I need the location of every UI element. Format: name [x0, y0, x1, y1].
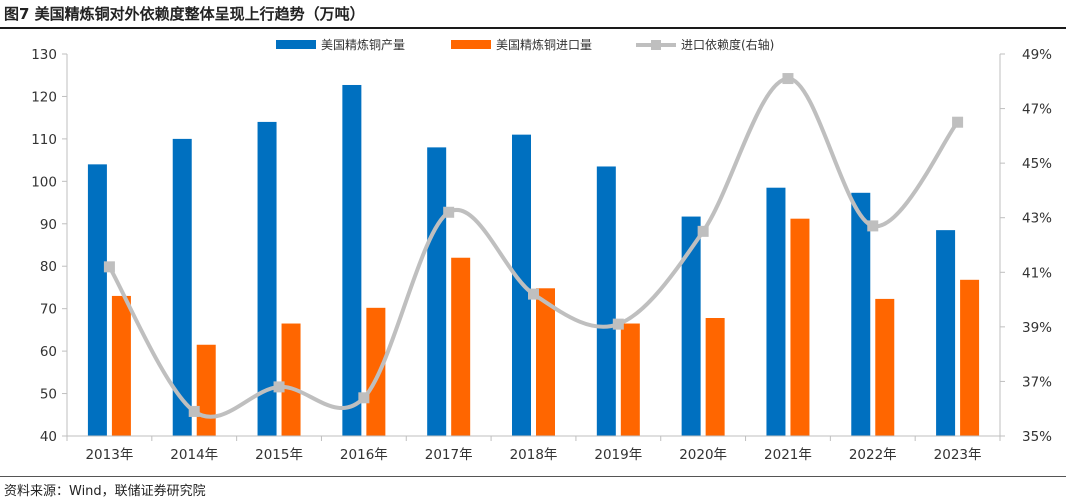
x-tick-label: 2014年 [170, 447, 218, 463]
dependence-marker [528, 288, 539, 300]
y-left-tick-label: 110 [31, 132, 57, 148]
chart-title: 图7 美国精炼铜对外依赖度整体呈现上行趋势（万吨） [4, 5, 365, 23]
imports-bar [366, 307, 386, 436]
x-tick-label: 2013年 [85, 447, 133, 463]
y-left-tick-label: 120 [31, 89, 57, 105]
imports-bar [451, 257, 471, 436]
production-bar [427, 147, 447, 436]
imports-bar [281, 323, 301, 436]
dependence-marker [782, 73, 794, 85]
production-bar [851, 192, 871, 436]
y-right-tick-label: 47% [1022, 102, 1052, 118]
y-left-tick-label: 60 [40, 344, 57, 360]
dependence-marker [697, 225, 709, 237]
x-tick-label: 2021年 [764, 447, 812, 463]
y-left-tick-label: 40 [40, 429, 57, 445]
y-right-tick-label: 35% [1022, 429, 1052, 445]
imports-bar [536, 288, 555, 436]
production-bar [936, 230, 956, 436]
bar-series [87, 84, 980, 437]
dependence-marker [443, 206, 455, 218]
legend-label: 美国精炼铜产量 [321, 37, 405, 52]
dependence-marker [273, 381, 285, 393]
dependence-marker [952, 116, 964, 128]
y-axis-right: 35% 37% 39% 41% 43% 45% 47% 49% [999, 47, 1052, 445]
y-right-tick-label: 37% [1022, 374, 1052, 390]
legend-label: 进口依赖度(右轴) [681, 37, 774, 52]
production-bar [596, 166, 616, 436]
production-bar [766, 187, 786, 436]
y-axis-left: 40 50 60 70 80 90 100 110 120 130 [31, 47, 68, 445]
y-right-tick-label: 43% [1022, 211, 1052, 227]
legend-label: 美国精炼铜进口量 [496, 37, 592, 52]
x-tick-label: 2016年 [340, 447, 388, 463]
footer-divider [0, 476, 1066, 477]
legend-swatch-marker [651, 40, 661, 50]
x-tick-label: 2023年 [934, 447, 982, 463]
title-divider [0, 27, 1066, 29]
x-axis: 2013年 2014年 2015年 2016年 2017年 2018年 2019年 2020年… [66, 435, 1001, 463]
production-bar [87, 164, 107, 436]
y-right-tick-label: 41% [1022, 265, 1052, 281]
y-right-tick-label: 49% [1022, 47, 1052, 63]
y-right-tick-label: 39% [1022, 320, 1052, 336]
x-tick-label: 2022年 [849, 447, 897, 463]
y-left-tick-label: 50 [40, 387, 57, 403]
dependence-marker [867, 220, 879, 232]
dependence-marker [358, 392, 370, 404]
y-left-tick-label: 90 [40, 217, 57, 233]
y-left-tick-label: 80 [40, 259, 57, 275]
y-left-tick-label: 70 [40, 302, 57, 318]
x-tick-label: 2017年 [425, 447, 473, 463]
imports-bar [111, 295, 131, 436]
production-bar [172, 138, 192, 436]
legend-swatch [451, 40, 491, 49]
chart-area: 美国精炼铜产量 美国精炼铜进口量 进口依赖度(右轴) 40 50 60 70 80 90 100… [31, 37, 1052, 463]
x-tick-label: 2019年 [594, 447, 642, 463]
x-tick-label: 2020年 [679, 447, 727, 463]
dependence-line [107, 76, 960, 419]
production-bar [342, 84, 362, 437]
y-left-tick-label: 130 [31, 47, 57, 63]
imports-bar [790, 218, 810, 436]
imports-bar [196, 344, 216, 436]
imports-bar [875, 298, 895, 436]
production-bar [681, 216, 701, 436]
dependence-marker [103, 261, 115, 273]
y-right-tick-label: 45% [1022, 156, 1052, 172]
x-tick-label: 2015年 [255, 447, 303, 463]
source-note: 资料来源：Wind，联储证券研究院 [4, 484, 206, 499]
imports-bar [705, 318, 725, 436]
imports-bar [960, 279, 980, 436]
legend-swatch [276, 40, 316, 49]
chart-legend: 美国精炼铜产量 美国精炼铜进口量 进口依赖度(右轴) [276, 37, 774, 52]
dependence-marker [612, 318, 624, 330]
imports-bar [620, 323, 640, 436]
y-left-tick-label: 100 [31, 174, 57, 190]
line-series [103, 73, 964, 419]
production-bar [257, 121, 277, 437]
x-tick-label: 2018年 [510, 447, 558, 463]
dependence-marker [188, 405, 200, 417]
